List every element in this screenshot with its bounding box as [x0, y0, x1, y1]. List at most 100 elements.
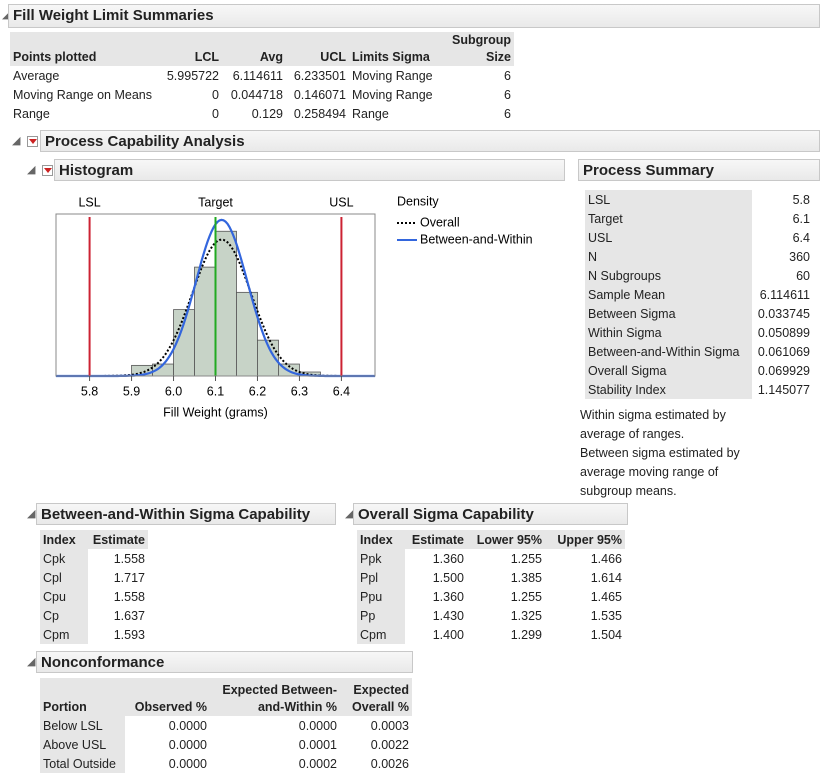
row: Cpm 1.400 1.299 1.504	[357, 625, 625, 644]
x-tick-label: 6.4	[333, 384, 350, 398]
cell: 6.114611	[232, 68, 283, 83]
cell: 0.069929	[757, 363, 810, 378]
cell: Sample Mean	[585, 285, 752, 304]
cell: Average	[13, 68, 60, 83]
cell: 1.593	[113, 627, 145, 642]
cell: Cpu	[40, 587, 88, 606]
column-header: Limits Sigma	[349, 32, 442, 66]
cell: Cpl	[40, 568, 88, 587]
cell: 6	[504, 106, 511, 121]
row: Average 5.995722 6.114611 6.233501 Moving Ra…	[10, 66, 514, 85]
data-table: Index Estimate Lower 95% Upper 95% Ppk 1.360 1…	[357, 530, 625, 644]
row: Ppu 1.360 1.255 1.465	[357, 587, 625, 606]
column-header: Subgroup Size	[442, 32, 514, 66]
table: Index Estimate Cpk 1.558 Cpl 1.717 Cpu 1.558 Cp 1…	[40, 530, 148, 644]
cell: 0.0000	[168, 756, 207, 771]
cell: Moving Range	[352, 68, 433, 83]
histogram-chart: LSL Target USL 5.8 5.9 6.0 6.1 6.2 6.3 6.4 Fill We…	[55, 194, 533, 419]
cell: 360	[789, 249, 810, 264]
cell: Cpm	[40, 625, 88, 644]
section-header: Process Capability Analysis	[40, 130, 820, 152]
cell: 6.233501	[293, 68, 346, 83]
legend-title: Density	[397, 194, 439, 208]
cell: Stability Index	[585, 380, 752, 399]
row: N 360	[585, 247, 813, 266]
cell: 5.8	[792, 192, 810, 207]
spec-label: Target	[198, 195, 233, 209]
column-header: UCL	[286, 32, 349, 66]
row: Between-and-Within Sigma 0.061069	[585, 342, 813, 361]
cell: Ppl	[357, 568, 405, 587]
data-table: Portion Observed % Expected Between-and-Wi…	[40, 678, 412, 773]
cell: 0.0001	[298, 737, 337, 752]
section-header: Process Summary	[578, 159, 820, 181]
table: Index Estimate Lower 95% Upper 95% Ppk 1.360 1…	[357, 530, 625, 644]
table: Points plotted LCL Avg UCL Limits Sigma Subgr…	[10, 32, 514, 123]
section-header: Histogram	[54, 159, 565, 181]
column-header: Index	[40, 530, 88, 549]
cell: 0	[212, 106, 219, 121]
row: Cpm 1.593	[40, 625, 148, 644]
cell: 60	[796, 268, 810, 283]
cell: Cpm	[357, 625, 405, 644]
disclosure[interactable]: ◢	[2, 9, 11, 21]
menu-button[interactable]	[27, 136, 38, 147]
disclosure[interactable]: ◢	[27, 164, 36, 176]
row: Range 0 0.129 0.258494 Range 6	[10, 104, 514, 123]
spec-label: LSL	[78, 195, 100, 209]
table: LSL 5.8 Target 6.1 USL 6.4 N 360 N Subgroups 60 Sa…	[585, 190, 813, 399]
cell: Moving Range on Means	[13, 87, 152, 102]
section-header: Fill Weight Limit Summaries	[8, 4, 820, 28]
note: Within sigma estimated by average of ran…	[580, 408, 726, 441]
row: Ppk 1.360 1.255 1.466	[357, 549, 625, 568]
x-tick-label: 6.3	[291, 384, 308, 398]
cell: 1.558	[113, 589, 145, 604]
cell: 1.717	[113, 570, 145, 585]
column-header: Expected Between-and-Within %	[210, 678, 340, 716]
cell: Below LSL	[40, 716, 125, 735]
row: Total Outside 0.0000 0.0002 0.0026	[40, 754, 412, 773]
cell: 6	[504, 87, 511, 102]
column-header: Observed %	[125, 678, 210, 716]
histogram-bar	[215, 230, 237, 377]
x-tick-label: 5.8	[81, 384, 98, 398]
cell: 1.614	[590, 570, 622, 585]
row: Cpu 1.558	[40, 587, 148, 606]
row: N Subgroups 60	[585, 266, 813, 285]
disclosure[interactable]: ◢	[27, 656, 36, 668]
cell: Overall Sigma	[585, 361, 752, 380]
cell: 1.325	[510, 608, 542, 623]
disclosure[interactable]: ◢	[345, 508, 354, 520]
section-header: Nonconformance	[36, 651, 413, 673]
header-row: Index Estimate	[40, 530, 148, 549]
cell: 1.400	[432, 627, 464, 642]
cell: 1.465	[590, 589, 622, 604]
cell: 0.0022	[370, 737, 409, 752]
column-header: Portion	[40, 678, 125, 716]
cell: 6	[504, 68, 511, 83]
cell: 1.255	[510, 589, 542, 604]
cell: Cp	[40, 606, 88, 625]
cell: 0.258494	[293, 106, 346, 121]
cell: Ppk	[357, 549, 405, 568]
x-axis-title: Fill Weight (grams)	[163, 405, 268, 419]
row: Pp 1.430 1.325 1.535	[357, 606, 625, 625]
cell: Between-and-Within Sigma	[585, 342, 752, 361]
row: Cpl 1.717	[40, 568, 148, 587]
disclosure[interactable]: ◢	[27, 508, 36, 520]
column-header: Points plotted	[10, 32, 159, 66]
table: Portion Observed % Expected Between-and-Wi…	[40, 678, 412, 773]
column-header: LCL	[159, 32, 222, 66]
column-header: Expected Overall %	[340, 678, 412, 716]
cell: 6.1	[792, 211, 810, 226]
cell: 0.0000	[298, 718, 337, 733]
menu-button[interactable]	[42, 165, 53, 176]
cell: Between Sigma	[585, 304, 752, 323]
section-header: Between-and-Within Sigma Capability	[36, 503, 336, 525]
cell: 1.299	[510, 627, 542, 642]
row: Stability Index 1.145077	[585, 380, 813, 399]
x-tick-label: 6.2	[249, 384, 266, 398]
disclosure[interactable]: ◢	[12, 135, 21, 147]
section-header: Overall Sigma Capability	[353, 503, 628, 525]
